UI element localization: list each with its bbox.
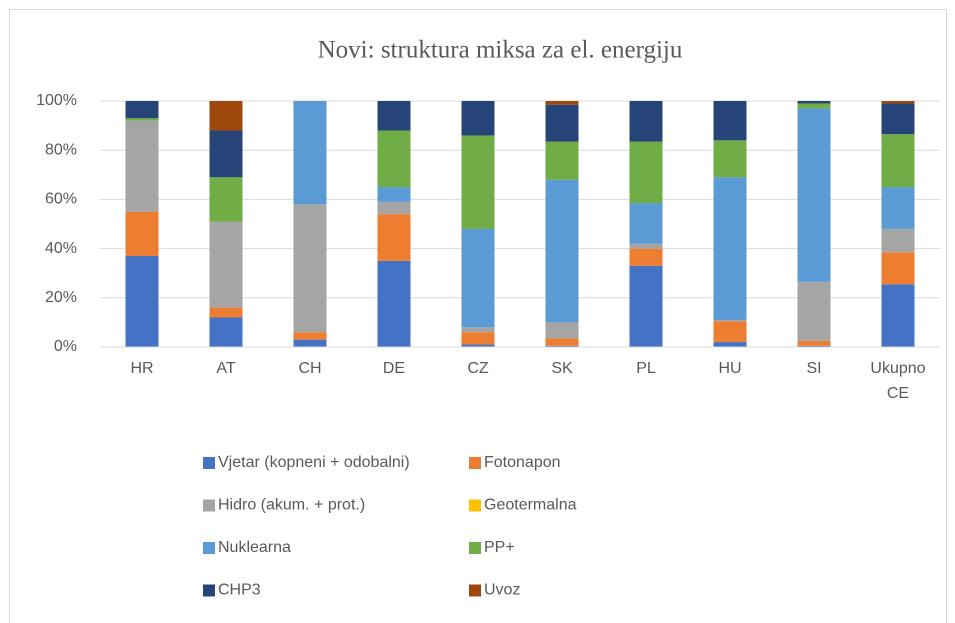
bar-segment [209, 177, 243, 222]
chart-title: Novi: struktura miksa za el. energiju [318, 37, 683, 64]
legend-swatch [469, 457, 481, 469]
bar-segment [377, 130, 411, 188]
bar-segment [629, 141, 663, 204]
bar-segment [461, 327, 495, 333]
bar-segment [881, 228, 915, 253]
y-tick-label: 0% [54, 338, 77, 355]
bar-segment [293, 339, 327, 347]
x-tick-label: DE [383, 360, 405, 377]
bar-segment [293, 332, 327, 340]
bar-segment [293, 101, 327, 205]
bar-segment [629, 248, 663, 266]
x-tick-label: HR [130, 360, 153, 377]
bar-segment [545, 322, 579, 339]
x-tick-label: PL [636, 360, 656, 377]
bar-segment [461, 135, 495, 229]
legend-swatch [203, 499, 215, 512]
legend-swatch [203, 584, 215, 597]
bar-segment [545, 141, 579, 180]
bar-segment [881, 103, 915, 135]
bar-segment [125, 255, 159, 347]
bar-segment [209, 317, 243, 347]
bar-segment [125, 101, 159, 119]
bar-segment [629, 203, 663, 244]
bar-segment [797, 345, 831, 347]
bar-segment [797, 103, 831, 109]
x-tick-label: HU [718, 360, 741, 377]
bar-segment [125, 120, 159, 212]
bar-segment [797, 101, 831, 104]
legend-label: Uvoz [484, 582, 520, 599]
bar-segment [377, 214, 411, 261]
bar-segment [545, 179, 579, 323]
legend-swatch [203, 457, 215, 469]
bar-segment [545, 338, 579, 346]
x-tick-label: SK [551, 360, 573, 377]
x-tick-label: SI [806, 360, 821, 377]
bar-segment [881, 134, 915, 188]
bar-segment [797, 281, 831, 341]
legend-label: CHP3 [218, 582, 261, 599]
x-tick-label: Ukupno CE [870, 360, 925, 402]
bar-segment [545, 104, 579, 142]
bar-segment [377, 260, 411, 347]
bar-segment [377, 187, 411, 202]
legend-label: Hidro (akum. + prot.) [218, 497, 365, 514]
bar-segment [713, 342, 747, 347]
bar-segment [461, 228, 495, 328]
bar-segment [881, 101, 915, 104]
bar-segment [209, 307, 243, 318]
bar-segment [629, 265, 663, 347]
x-tick-label: CH [298, 360, 321, 377]
bar-segment [881, 252, 915, 285]
bar-segment [713, 319, 747, 322]
bar-segment [629, 101, 663, 142]
bar-segment [713, 177, 747, 320]
bar-segment [797, 340, 831, 346]
x-tick-label: CZ [467, 360, 489, 377]
legend-label: Nuklearna [218, 539, 291, 556]
y-tick-label: 80% [45, 141, 77, 158]
bar-segment [377, 101, 411, 131]
bar-segment [881, 187, 915, 229]
x-tick-label: AT [216, 360, 235, 377]
bar-segment [713, 101, 747, 141]
bar-segment [461, 332, 495, 345]
legend-swatch [469, 499, 481, 512]
bar-segment [125, 211, 159, 256]
y-tick-label: 20% [45, 289, 77, 306]
y-tick-label: 100% [36, 92, 77, 109]
bar-segment [545, 101, 579, 105]
bar-segment [881, 284, 915, 347]
bar-segment [545, 345, 579, 347]
legend-label: PP+ [484, 539, 515, 556]
legend-label: Vjetar (kopneni + odobalni) [218, 454, 410, 471]
legend-swatch [469, 584, 481, 597]
bar-segment [629, 243, 663, 249]
bar-segment [797, 108, 831, 282]
bar-segment [461, 344, 495, 347]
legend-label: Geotermalna [484, 497, 577, 514]
bar-segment [377, 201, 411, 215]
legend-label: Fotonapon [484, 454, 561, 471]
bar-segment [461, 101, 495, 136]
bar-segment [125, 118, 159, 121]
legend-swatch [469, 542, 481, 554]
bar-segment [209, 221, 243, 308]
bar-segment [713, 140, 747, 178]
bar-segment [209, 130, 243, 178]
bar-segment [293, 204, 327, 333]
chart-border [9, 9, 947, 623]
bar-segment [713, 321, 747, 343]
y-tick-label: 40% [45, 240, 77, 257]
legend-swatch [203, 542, 215, 554]
bar-segment [209, 101, 243, 131]
y-tick-label: 60% [45, 191, 77, 208]
